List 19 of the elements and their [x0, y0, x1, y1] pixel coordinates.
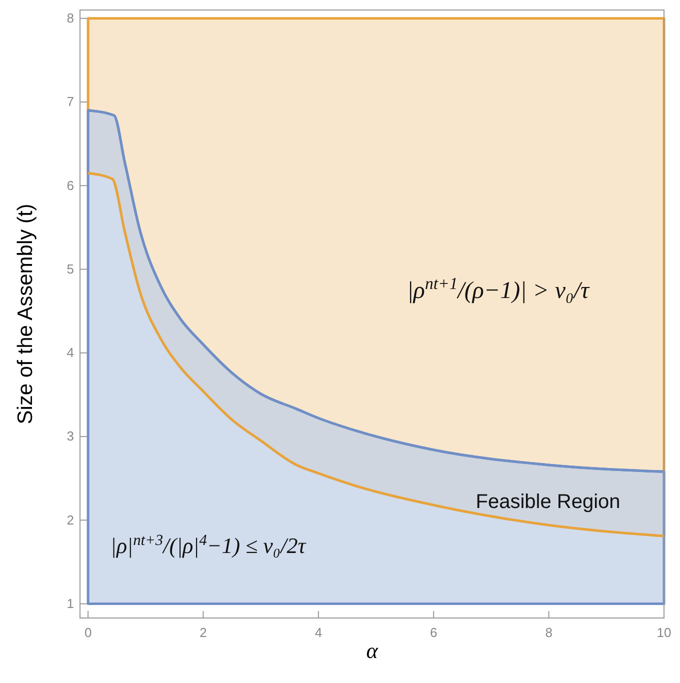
y-tick-label: 2	[66, 512, 74, 528]
x-axis-title: α	[366, 638, 378, 663]
x-tick-label: 6	[430, 625, 438, 640]
annotation: Feasible Region	[476, 491, 620, 513]
x-tick-label: 8	[545, 625, 552, 640]
y-tick-label: 7	[66, 94, 74, 110]
y-tick-label: 1	[66, 596, 74, 611]
y-axis-title: Size of the Assembly (t)	[14, 204, 37, 424]
y-tick-label: 8	[66, 10, 74, 26]
annotation: |ρ$^{nt+1}$/(ρ−1)| > ν₀/τ	[406, 274, 591, 304]
x-tick-label: 0	[84, 625, 92, 640]
x-tick-label: 2	[200, 625, 207, 640]
y-tick-label: 3	[66, 428, 74, 444]
x-tick-label: 10	[656, 625, 672, 640]
x-tick-label: 4	[314, 625, 322, 640]
y-tick-label: 6	[66, 178, 74, 193]
y-tick-label: 5	[66, 261, 74, 276]
y-tick-label: 4	[66, 345, 74, 360]
annotation: |ρ|$^{nt+3}$/(|ρ|$^{4}$−1) ≤ ν₀/2τ	[110, 532, 307, 558]
